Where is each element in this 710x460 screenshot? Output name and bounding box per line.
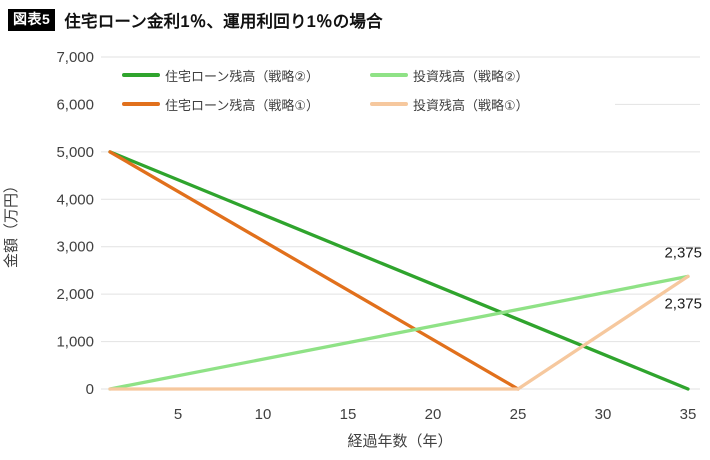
figure-header: 図表5 住宅ローン金利1％、運用利回り1％の場合 [8,8,383,32]
x-tick-label: 10 [255,406,272,423]
x-tick-label: 30 [595,406,612,423]
data-label: 2,375 [664,244,702,261]
legend-item-3: 投資残高（戦略①） [370,96,529,113]
x-tick-label: 5 [174,406,182,423]
y-tick-label: 7,000 [56,49,94,66]
y-axis-title: 金額（万円） [3,178,20,268]
series-line-3 [108,274,690,391]
legend-label: 投資残高（戦略②） [413,68,529,84]
x-tick-label: 20 [425,406,442,423]
legend-item-2: 投資残高（戦略②） [370,67,529,84]
x-tick-label: 25 [510,406,527,423]
x-tick-label: 35 [680,406,697,423]
y-tick-label: 2,000 [56,286,94,303]
x-axis-title: 経過年数（年） [347,433,452,450]
legend-swatch [122,102,160,106]
y-tick-label: 1,000 [56,334,94,351]
series-line-0 [108,150,690,391]
legend-swatch [122,73,160,77]
legend-swatch [370,102,408,106]
chart-legend: 住宅ローン残高（戦略②） 投資残高（戦略②） 住宅ローン残高（戦略①） 投資残高（戦略… [98,60,615,113]
figure-badge: 図表5 [8,9,56,31]
series-line-1 [108,150,520,391]
x-tick-label: 15 [340,406,357,423]
y-tick-label: 3,000 [56,239,94,256]
y-tick-label: 5,000 [56,144,94,161]
legend-swatch [370,73,408,77]
y-tick-label: 6,000 [56,96,94,113]
series-line-2 [108,274,690,391]
legend-item-0: 住宅ローン残高（戦略②） [122,67,320,84]
legend-label: 住宅ローン残高（戦略②） [165,68,320,84]
y-tick-label: 0 [86,381,94,398]
data-label: 2,375 [664,295,702,312]
figure-title: 住宅ローン金利1％、運用利回り1％の場合 [64,13,383,31]
y-tick-label: 4,000 [56,191,94,208]
legend-label: 住宅ローン残高（戦略①） [165,97,320,113]
legend-label: 投資残高（戦略①） [413,97,529,113]
legend-item-1: 住宅ローン残高（戦略①） [122,96,320,113]
